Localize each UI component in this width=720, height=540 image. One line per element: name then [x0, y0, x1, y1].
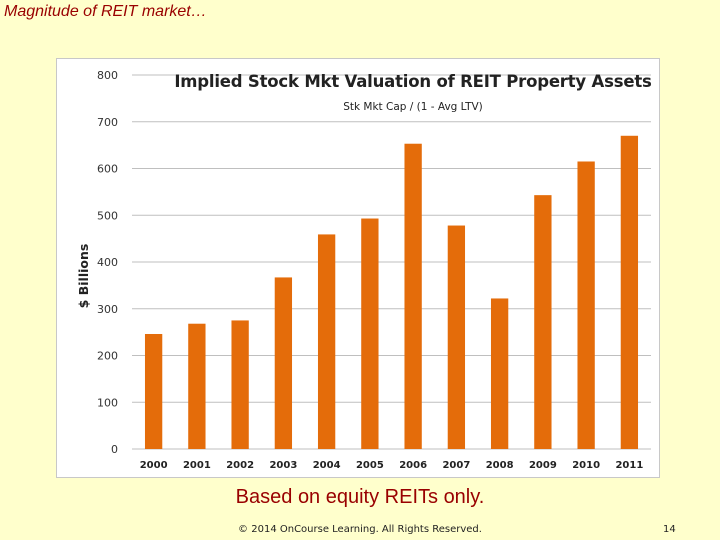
x-tick-label: 2008 [486, 460, 514, 471]
y-tick-label: 0 [111, 443, 118, 456]
y-tick-label: 200 [97, 350, 118, 363]
y-axis-label: $ Billions [76, 244, 91, 309]
x-tick-label: 2006 [399, 460, 427, 471]
x-tick-label: 2007 [442, 460, 470, 471]
bar [447, 225, 466, 449]
x-tick-label: 2005 [356, 460, 384, 471]
bar [231, 320, 249, 449]
bar [490, 298, 509, 449]
slide-title: Magnitude of REIT market… [4, 3, 207, 20]
chart-title: Implied Stock Mkt Valuation of REIT Prop… [174, 72, 652, 91]
x-tick-label: 2010 [572, 460, 600, 471]
x-tick-label: 2000 [140, 460, 168, 471]
bar [404, 143, 422, 449]
bar [620, 135, 639, 449]
y-tick-label: 100 [97, 396, 118, 409]
bar [317, 234, 336, 449]
y-tick-label: 500 [97, 209, 118, 222]
bar [534, 195, 552, 449]
y-tick-label: 300 [97, 303, 118, 316]
x-tick-label: 2004 [313, 460, 341, 471]
x-tick-label: 2002 [226, 460, 254, 471]
bar [577, 161, 595, 450]
bar-chart: 0 100 200 300 400 500 600 700 800 $ Billions 2000 2… [76, 69, 651, 471]
y-tick-label: 700 [97, 116, 118, 129]
x-tick-label: 2003 [269, 460, 297, 471]
x-tick-label: 2011 [615, 460, 643, 471]
y-tick-label: 800 [97, 69, 118, 82]
bar [361, 218, 379, 449]
footnote: Based on equity REITs only. [235, 486, 485, 508]
chart-subtitle: Stk Mkt Cap / (1 - Avg LTV) [343, 101, 483, 113]
chart-container: 0 100 200 300 400 500 600 700 800 $ Billions 2000 2… [56, 58, 660, 478]
x-tick-label: 2001 [183, 460, 211, 471]
x-tick-label: 2009 [529, 460, 557, 471]
bar [274, 277, 293, 449]
page-number: 14 [663, 524, 676, 535]
y-tick-label: 600 [97, 163, 118, 176]
bar [188, 323, 206, 449]
copyright: © 2014 OnCourse Learning. All Rights Res… [238, 524, 482, 535]
y-tick-label: 400 [97, 256, 118, 269]
bar [144, 333, 163, 449]
